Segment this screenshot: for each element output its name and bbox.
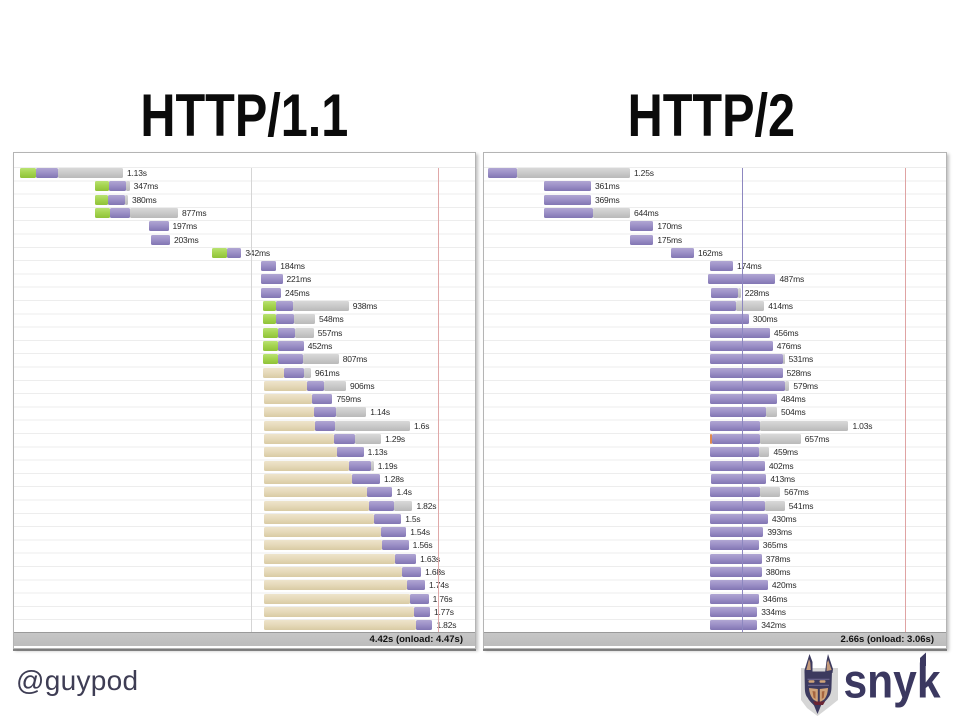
- svg-text:snyk: snyk: [844, 656, 941, 709]
